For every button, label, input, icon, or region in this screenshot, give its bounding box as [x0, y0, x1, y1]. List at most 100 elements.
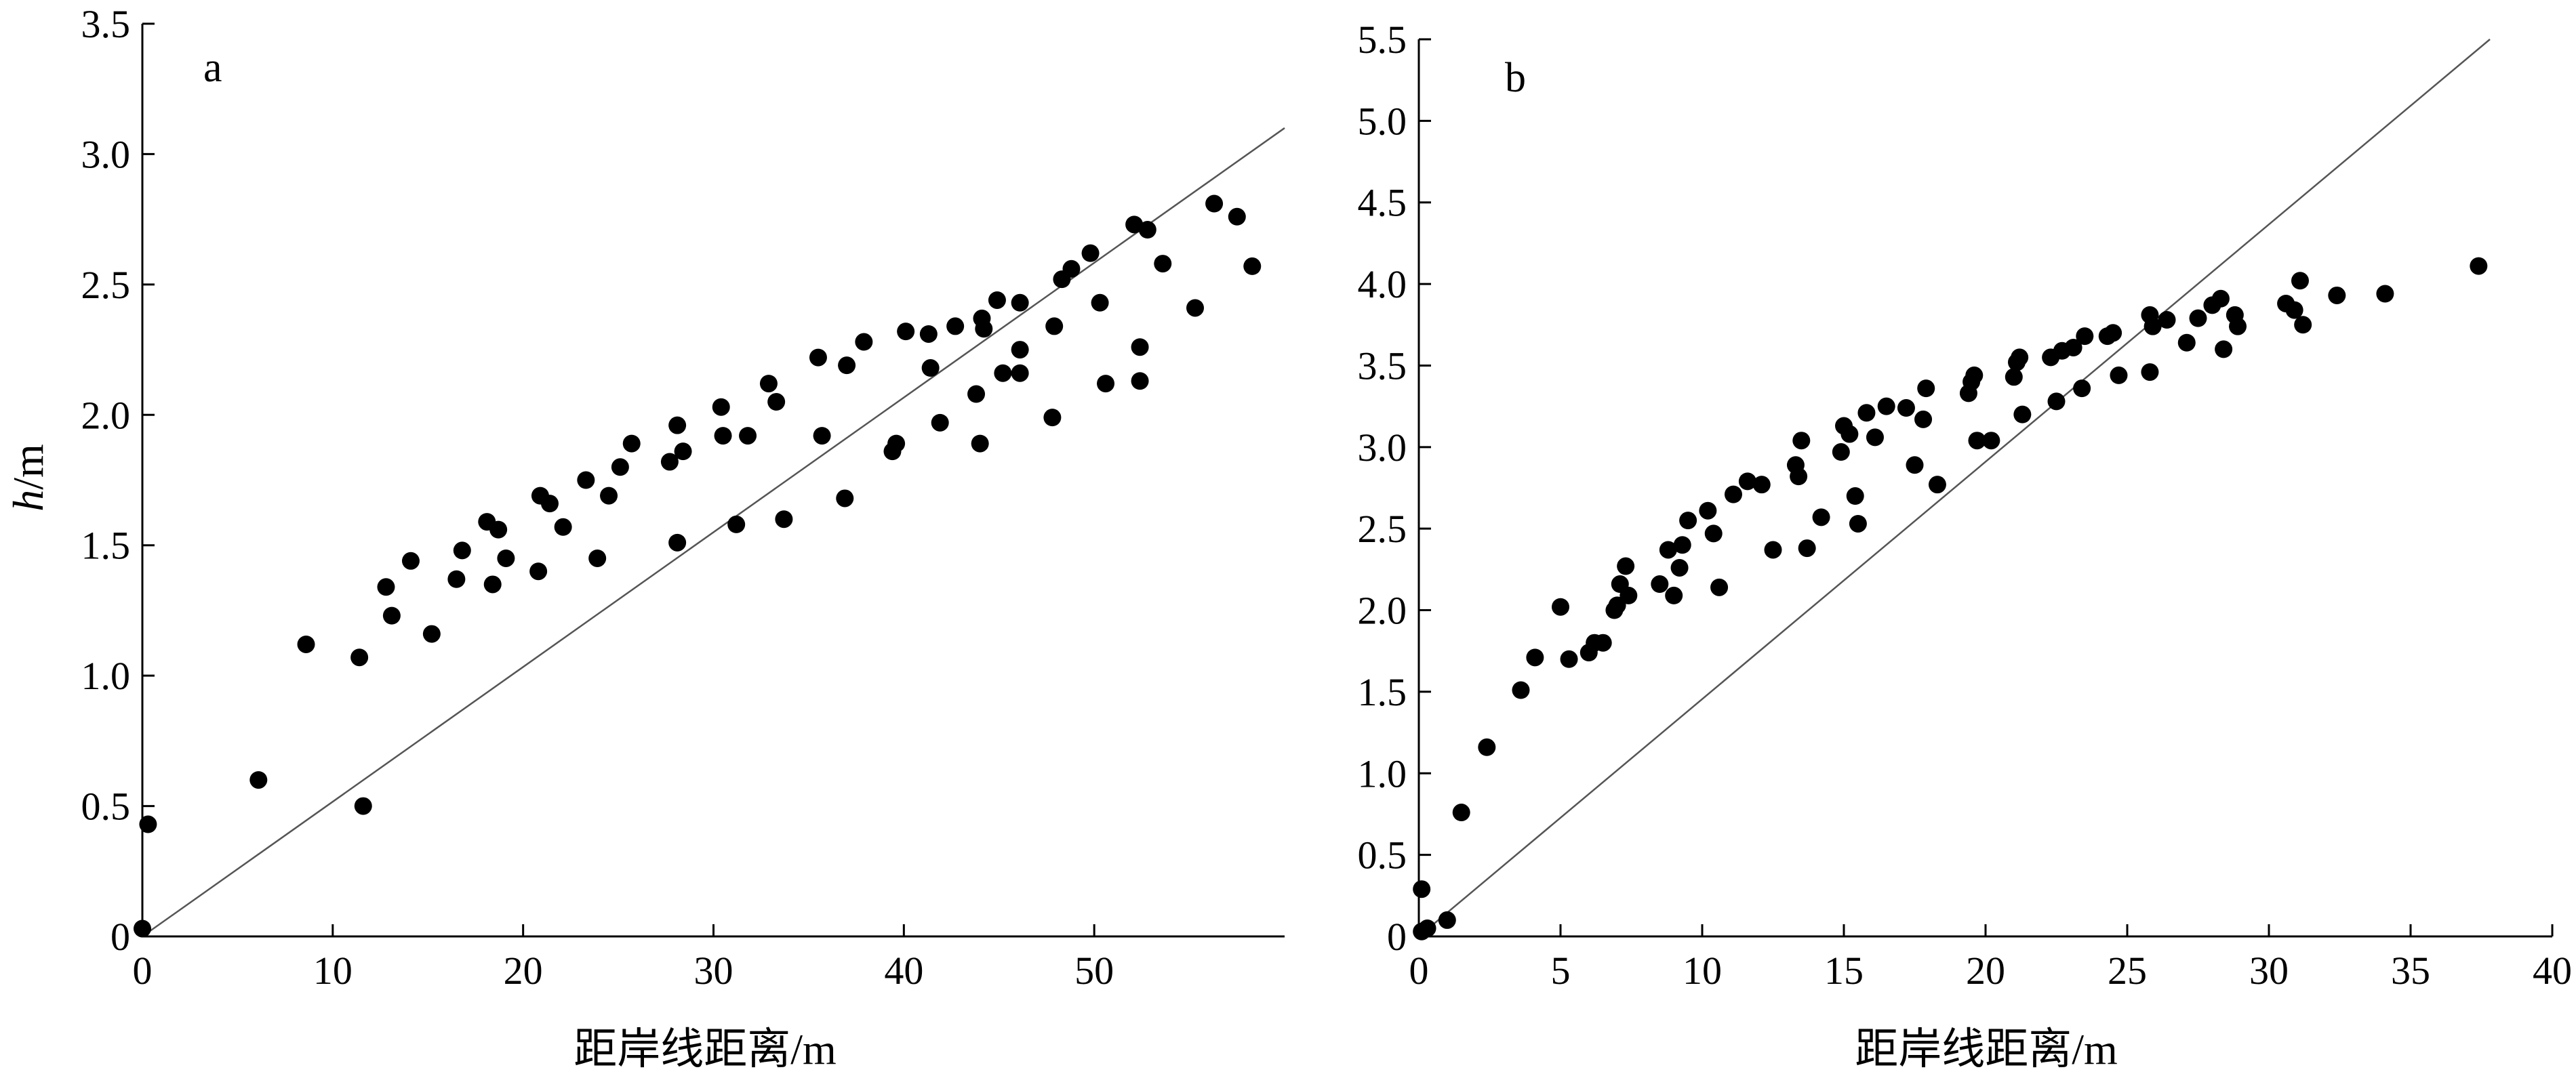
data-point — [1968, 432, 1986, 450]
y-tick-label: 1.5 — [1358, 670, 1407, 714]
data-point — [1452, 804, 1470, 822]
data-point — [2047, 392, 2066, 411]
data-point — [1792, 432, 1811, 450]
x-tick-label: 0 — [1409, 949, 1429, 993]
data-point — [1560, 650, 1578, 668]
data-point — [2144, 317, 2162, 335]
data-point — [2189, 309, 2207, 327]
y-axis-title-var: h — [4, 490, 52, 512]
x-axis-title-b: 距岸线距离/m — [1855, 1025, 2118, 1073]
data-point — [836, 489, 854, 508]
y-tick-label: 2.5 — [1358, 507, 1407, 551]
data-point — [1679, 512, 1697, 530]
data-point — [1665, 586, 1683, 604]
x-tick-label: 15 — [1824, 949, 1864, 993]
data-point — [382, 606, 401, 625]
data-point — [1131, 372, 1149, 390]
y-tick-label: 4.5 — [1358, 181, 1407, 225]
data-point — [2110, 366, 2128, 384]
data-point — [2211, 289, 2230, 308]
data-point — [767, 393, 786, 411]
data-point — [1081, 244, 1100, 262]
data-point — [994, 364, 1012, 382]
data-point — [2328, 286, 2346, 304]
data-point — [1138, 221, 1156, 239]
data-point — [1906, 456, 1924, 474]
data-point — [1526, 648, 1544, 667]
x-tick-label: 30 — [2249, 949, 2289, 993]
data-point — [2158, 311, 2176, 329]
data-point — [1738, 472, 1756, 491]
data-point — [1659, 541, 1677, 559]
data-point — [2073, 379, 2091, 398]
data-point — [1914, 410, 1933, 428]
y-axis-title-unit: /m — [4, 444, 52, 490]
ticks-b: 0 5 10 15 20 25 30 35 40 0 0.5 1.0 1.5 2.0 2.5 3.0 3.5 4.… — [1358, 18, 2573, 993]
data-point — [554, 518, 572, 536]
data-point — [668, 416, 687, 434]
data-point — [971, 434, 989, 453]
data-point — [2064, 338, 2082, 356]
data-point — [1840, 425, 1859, 443]
data-point — [1982, 432, 2000, 450]
data-point — [2104, 324, 2122, 342]
x-tick-label: 0 — [133, 949, 153, 993]
data-point — [1928, 476, 1946, 494]
axes-frame-b — [1417, 39, 2552, 938]
y-tick-label: 0 — [1387, 915, 1407, 959]
data-point — [447, 570, 466, 588]
data-point — [1764, 541, 1782, 559]
y-tick-label: 4.0 — [1358, 262, 1407, 306]
x-tick-label: 5 — [1551, 949, 1571, 993]
data-point — [759, 375, 778, 393]
data-point — [1228, 207, 1246, 226]
data-point — [529, 562, 548, 581]
data-point — [714, 427, 732, 445]
data-point — [354, 797, 372, 815]
data-point — [1673, 536, 1691, 554]
data-point — [1205, 194, 1224, 213]
data-point — [1512, 681, 1530, 699]
data-point — [897, 323, 915, 341]
data-point — [1045, 317, 1064, 335]
x-tick-label: 40 — [884, 949, 923, 993]
data-point — [1846, 487, 1864, 505]
y-tick-label: 5.5 — [1358, 18, 1407, 62]
data-point — [1186, 299, 1205, 317]
data-point — [712, 398, 730, 416]
data-point — [297, 635, 315, 653]
panel-b: 0 5 10 15 20 25 30 35 40 0 0.5 1.0 1.5 2.0 2.5 3.0 3.5 4.… — [1358, 18, 2573, 1073]
data-point — [668, 533, 687, 552]
data-point — [600, 487, 618, 505]
scatter-points-b — [1413, 257, 2488, 940]
data-point — [855, 333, 873, 351]
data-point — [1011, 364, 1029, 382]
data-point — [1917, 379, 1935, 398]
scatter-points-a — [134, 194, 1262, 938]
data-point — [1243, 257, 1262, 275]
x-tick-label: 20 — [1966, 949, 2005, 993]
data-point — [988, 291, 1006, 309]
data-point — [1752, 476, 1771, 494]
data-point — [611, 458, 629, 476]
data-point — [497, 549, 515, 567]
data-point — [931, 413, 949, 432]
data-point — [2011, 348, 2029, 367]
data-point — [2376, 285, 2394, 303]
data-point — [1866, 428, 1884, 447]
y-tick-label: 3.5 — [81, 2, 131, 46]
data-point — [1011, 341, 1029, 359]
data-point — [1965, 366, 1984, 384]
data-point — [1790, 468, 1808, 486]
data-point — [919, 325, 938, 343]
data-point — [660, 453, 679, 471]
panel-a: 0 10 20 30 40 50 0 0.5 1.0 1.5 2.0 2.5 3.0 3.5 a 距岸线距… — [4, 2, 1285, 1073]
data-point — [1131, 338, 1149, 356]
data-point — [1798, 539, 1816, 558]
y-tick-label: 0.5 — [81, 785, 131, 829]
data-point — [422, 625, 441, 643]
data-point — [1724, 485, 1742, 503]
data-point — [1704, 524, 1723, 543]
data-point — [887, 434, 906, 453]
data-point — [577, 471, 595, 489]
